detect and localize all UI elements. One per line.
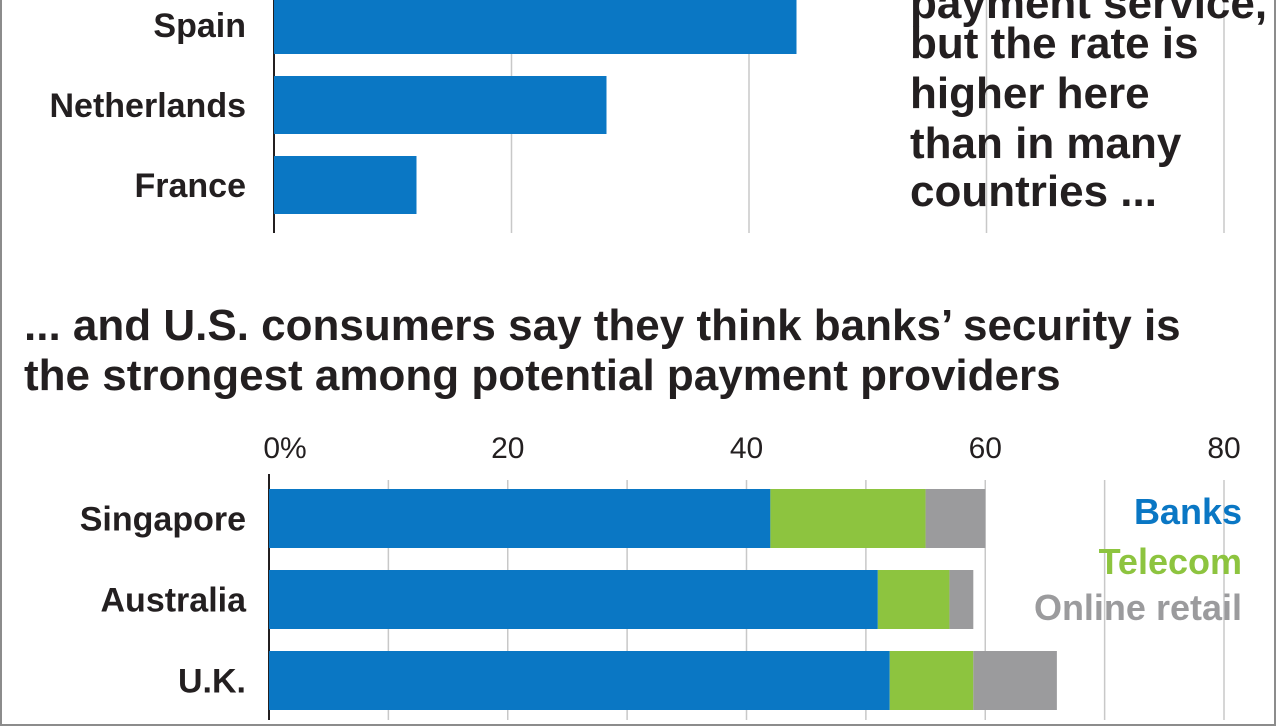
category-label: Singapore	[80, 501, 246, 539]
top-chart-category-labels: Spain Netherlands France	[50, 7, 247, 205]
bar-segment	[877, 570, 950, 629]
legend-entry: Online retail	[1034, 587, 1242, 628]
top-chart-bars	[274, 0, 797, 214]
annotation-line: countries ...	[910, 167, 1157, 216]
bar-segment	[269, 489, 771, 548]
bar	[274, 0, 797, 54]
annotation-line: higher here	[910, 69, 1150, 118]
tick-label: 0%	[263, 432, 306, 465]
legend-entry: Telecom	[1099, 541, 1242, 582]
category-label: Netherlands	[50, 87, 247, 125]
category-label: U.K.	[178, 663, 246, 701]
bar	[274, 76, 607, 134]
category-label: Spain	[153, 7, 246, 45]
annotation-line: than in many	[910, 119, 1182, 168]
tick-label: 40	[730, 432, 763, 465]
tick-label: 20	[491, 432, 524, 465]
headline: ... and U.S. consumers say they think ba…	[24, 301, 1181, 400]
bar-segment	[269, 570, 878, 629]
tick-label: 80	[1207, 432, 1240, 465]
bar-segment	[973, 651, 1057, 710]
bar-segment	[925, 489, 986, 548]
legend: Banks Telecom Online retail	[1034, 491, 1242, 628]
annotation-line: payment service,	[910, 0, 1267, 28]
headline-line: the strongest among potential payment pr…	[24, 351, 1061, 400]
legend-entry: Banks	[1134, 491, 1242, 532]
annotation-text: payment service, but the rate is higher …	[910, 0, 1267, 216]
bottom-chart-category-labels: Singapore Australia U.K.	[80, 501, 247, 701]
bar	[274, 156, 417, 214]
bottom-chart-tick-labels: 0% 20 40 60 80	[263, 432, 1240, 465]
bar-segment	[889, 651, 974, 710]
bottom-chart-bars	[269, 489, 1057, 710]
category-label: Australia	[101, 582, 248, 620]
tick-label: 60	[969, 432, 1002, 465]
category-label: France	[135, 167, 247, 205]
bar-segment	[949, 570, 974, 629]
bar-segment	[770, 489, 926, 548]
bar-segment	[269, 651, 890, 710]
headline-line: ... and U.S. consumers say they think ba…	[24, 301, 1181, 350]
annotation-line: but the rate is	[910, 19, 1199, 68]
